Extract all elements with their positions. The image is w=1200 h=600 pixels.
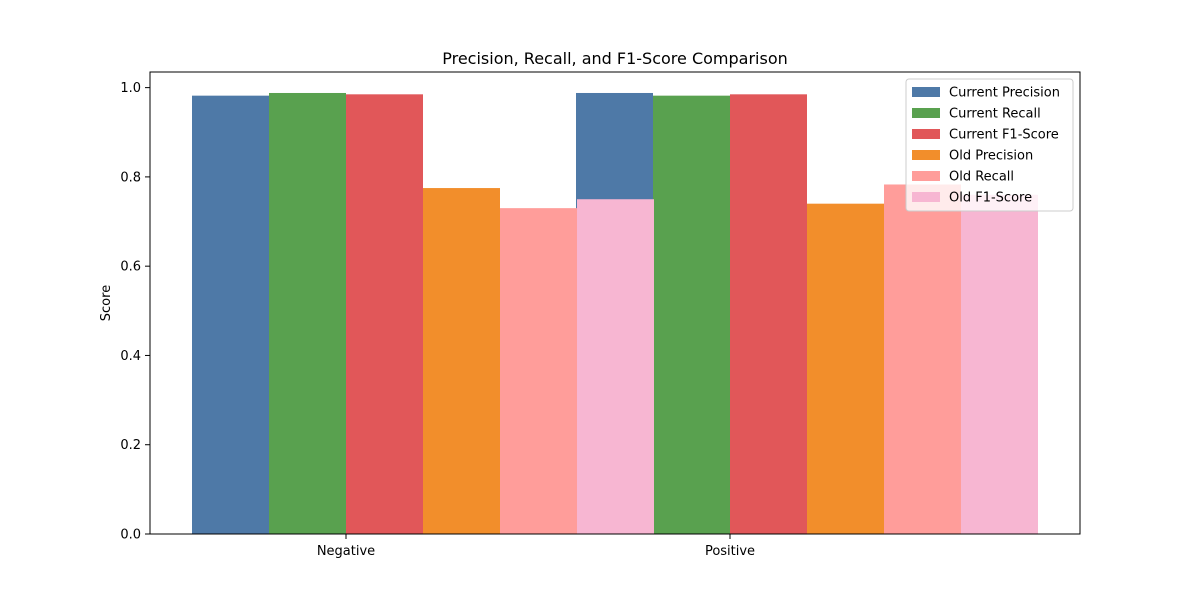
x-tick-label-negative: Negative [317, 544, 375, 559]
chart-title: Precision, Recall, and F1-Score Comparis… [442, 49, 788, 68]
y-axis-label: Score [99, 285, 114, 321]
bar-old-precision-negative [423, 188, 500, 534]
legend-label-old-precision: Old Precision [949, 149, 1033, 164]
y-tick-label: 0.8 [120, 170, 141, 185]
legend-box [905, 78, 1074, 212]
legend-label-current-f1-score: Current F1-Score [949, 128, 1059, 143]
bar-current-f1-score-positive [730, 94, 807, 534]
bar-old-precision-positive [807, 203, 884, 534]
bars-group [192, 92, 1038, 535]
legend-label-old-recall: Old Recall [949, 170, 1014, 185]
bar-old-f1-score-positive [961, 194, 1038, 535]
bar-old-f1-score-negative [577, 199, 654, 534]
legend-label-current-recall: Current Recall [949, 107, 1041, 122]
legend-swatch-old-recall [912, 171, 940, 181]
legend: Current Precision Current Recall Current F… [905, 78, 1074, 212]
legend-label-current-precision: Current Precision [949, 86, 1060, 101]
y-tick-label: 0.0 [120, 528, 141, 543]
plot-frame [149, 71, 1081, 535]
y-tick-label: 1.0 [120, 81, 141, 96]
legend-swatch-current-precision [912, 87, 940, 97]
bar-old-recall-positive [884, 184, 961, 535]
bar-current-recall-positive [653, 95, 730, 535]
legend-swatch-old-f1-score [912, 192, 940, 202]
legend-swatch-current-f1-score [912, 129, 940, 139]
x-axis: Negative Positive [317, 534, 755, 559]
bar-current-precision-negative [192, 95, 269, 535]
bar-current-recall-negative [269, 92, 346, 535]
y-axis: 0.0 0.2 0.4 0.6 0.8 1.0 [120, 81, 150, 543]
y-tick-label: 0.6 [120, 260, 141, 275]
bar-current-f1-score-negative [346, 94, 423, 534]
legend-label-old-f1-score: Old F1-Score [949, 191, 1032, 206]
bar-old-recall-negative [500, 208, 577, 534]
legend-swatch-old-precision [912, 150, 940, 160]
x-tick-label-positive: Positive [705, 544, 755, 559]
y-tick-label: 0.4 [120, 349, 141, 364]
y-tick-label: 0.2 [120, 438, 141, 453]
legend-swatch-current-recall [912, 108, 940, 118]
